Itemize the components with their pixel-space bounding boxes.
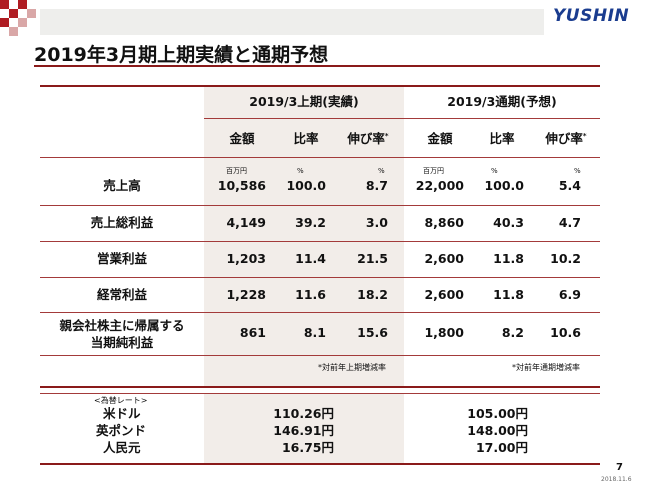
actual-column-shading [204, 85, 404, 386]
row-rule [40, 205, 600, 206]
header-bar [40, 9, 544, 35]
forecast-ratio: 40.3 [493, 215, 524, 230]
unit-percent: % [574, 167, 581, 175]
row-rule [40, 241, 600, 242]
row-label: 経常利益 [96, 287, 147, 302]
unit-percent: % [297, 167, 304, 175]
actual-amount: 4,149 [226, 215, 266, 230]
actual-ratio: 100.0 [286, 178, 326, 193]
fx-heading: <為替レート> [94, 396, 148, 405]
actual-growth: 21.5 [357, 251, 388, 266]
fx-forecast-gbp: 148.00円 [467, 423, 528, 438]
footnote-actual: *対前年上期増減率 [318, 363, 386, 372]
fx-forecast-usd: 105.00円 [467, 406, 528, 421]
col-header-growth: 伸び率* [347, 131, 389, 147]
footnote-forecast: *対前年通期増減率 [512, 363, 580, 372]
forecast-amount: 2,600 [424, 287, 464, 302]
fx-label-cny: 人民元 [103, 440, 141, 455]
forecast-amount: 22,000 [415, 178, 464, 193]
row-rule [40, 312, 600, 313]
forecast-growth: 6.9 [558, 287, 581, 302]
document-date: 2018.11.6 [601, 476, 632, 483]
title-underline [34, 65, 600, 67]
row-rule [40, 277, 600, 278]
fx-label-gbp: 英ポンド [96, 423, 147, 438]
decorative-checker-pattern [0, 0, 36, 36]
page-title: 2019年3月期上期実績と通期予想 [34, 44, 329, 66]
unit-percent: % [378, 167, 385, 175]
col-header-amount: 金額 [229, 131, 255, 146]
forecast-ratio: 100.0 [484, 178, 524, 193]
col-header-ratio: 比率 [293, 131, 319, 146]
company-logo: YUSHIN [553, 6, 630, 26]
forecast-ratio: 11.8 [493, 287, 524, 302]
fx-label-usd: 米ドル [103, 406, 141, 421]
table-top-rule [40, 85, 600, 87]
forecast-growth: 4.7 [558, 215, 581, 230]
fx-bottom-rule [40, 463, 600, 465]
row-label: 売上総利益 [90, 215, 154, 230]
row-label: 親会社株主に帰属する [59, 318, 185, 333]
actual-ratio: 11.6 [295, 287, 326, 302]
forecast-growth: 5.4 [558, 178, 581, 193]
page-number: 7 [616, 462, 623, 473]
fx-actual-shading [204, 393, 404, 463]
unit-amount: 百万円 [226, 167, 247, 175]
group-header-actual: 2019/3上期(実績) [249, 94, 359, 109]
fx-actual-cny: 16.75円 [281, 440, 334, 455]
actual-growth: 15.6 [357, 325, 388, 340]
actual-amount: 1,203 [226, 251, 266, 266]
actual-growth: 8.7 [365, 178, 388, 193]
unit-amount: 百万円 [423, 167, 444, 175]
forecast-amount: 8,860 [424, 215, 464, 230]
fx-actual-gbp: 146.91円 [273, 423, 334, 438]
fx-actual-usd: 110.26円 [273, 406, 334, 421]
actual-growth: 18.2 [357, 287, 388, 302]
actual-ratio: 39.2 [295, 215, 326, 230]
actual-ratio: 8.1 [303, 325, 326, 340]
row-label-line2: 当期純利益 [90, 335, 154, 350]
fx-forecast-cny: 17.00円 [475, 440, 528, 455]
unit-percent: % [491, 167, 498, 175]
forecast-ratio: 11.8 [493, 251, 524, 266]
actual-ratio: 11.4 [295, 251, 326, 266]
forecast-growth: 10.6 [550, 325, 581, 340]
col-header-growth: 伸び率* [545, 131, 587, 147]
actual-amount: 10,586 [217, 178, 266, 193]
table-bottom-rule [40, 386, 600, 388]
forecast-amount: 2,600 [424, 251, 464, 266]
forecast-amount: 1,800 [424, 325, 464, 340]
actual-amount: 861 [239, 325, 266, 340]
actual-amount: 1,228 [226, 287, 266, 302]
forecast-growth: 10.2 [550, 251, 581, 266]
row-label: 営業利益 [96, 251, 147, 266]
col-header-ratio: 比率 [489, 131, 515, 146]
group-header-rule [204, 118, 600, 119]
col-header-amount: 金額 [427, 131, 453, 146]
header-bottom-rule [40, 157, 600, 158]
forecast-ratio: 8.2 [501, 325, 524, 340]
fx-top-rule [40, 393, 600, 394]
actual-growth: 3.0 [365, 215, 388, 230]
row-label: 売上高 [103, 178, 141, 193]
group-header-forecast: 2019/3通期(予想) [447, 94, 557, 109]
row-rule [40, 355, 600, 356]
